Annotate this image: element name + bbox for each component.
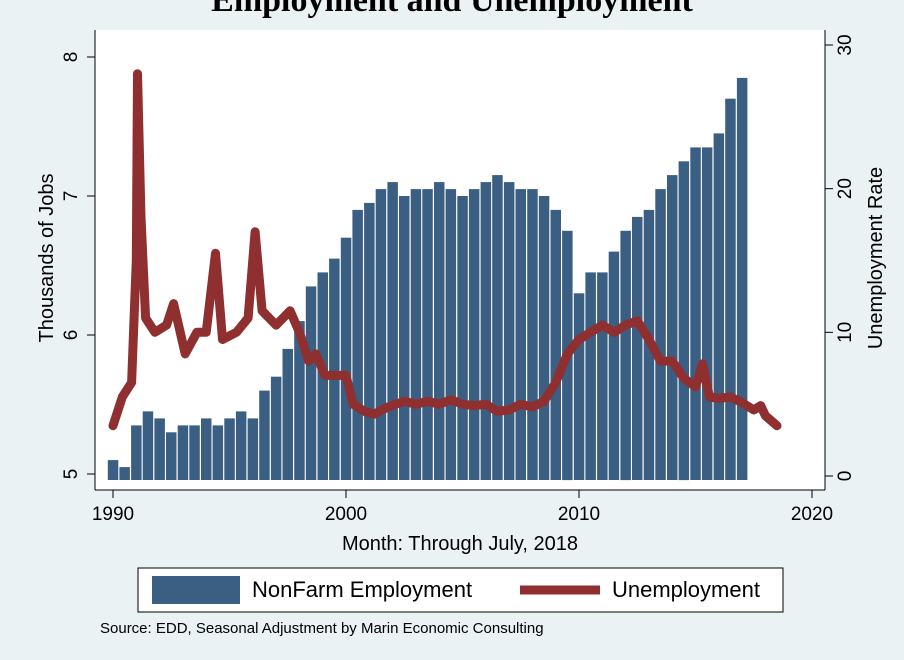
employment-bar: [131, 425, 142, 480]
employment-bar: [119, 467, 130, 480]
employment-bar: [212, 425, 224, 480]
employment-bar: [224, 418, 235, 480]
employment-bar: [538, 196, 550, 480]
employment-bar: [655, 189, 666, 480]
employment-bar: [259, 390, 270, 480]
right-tick-label: 10: [835, 322, 856, 343]
right-tick-label: 20: [835, 178, 856, 199]
left-tick-label: 6: [61, 330, 82, 341]
chart-title: Employment and Unemployment: [211, 0, 693, 19]
employment-bar: [364, 202, 375, 480]
employment-bar: [340, 237, 352, 480]
right-axis: 0 10 20 30: [825, 34, 856, 481]
employment-bar: [550, 209, 561, 480]
employment-bar: [154, 418, 165, 480]
employment-bar: [701, 147, 713, 480]
x-tick-label: 2010: [558, 504, 600, 525]
x-tick-label: 2000: [325, 504, 367, 525]
employment-bar: [294, 321, 305, 480]
employment-bar: [573, 293, 585, 480]
employment-bar: [177, 425, 189, 480]
employment-bar: [713, 133, 725, 480]
employment-bar: [375, 189, 387, 480]
employment-bar: [352, 209, 363, 480]
employment-bar: [422, 189, 433, 480]
y-axis-left-label: Thousands of Jobs: [36, 174, 58, 343]
employment-bar: [270, 376, 282, 480]
employment-bar: [445, 189, 457, 480]
legend-box: [137, 567, 784, 613]
employment-bar: [107, 460, 119, 480]
employment-bar: [690, 147, 701, 480]
employment-bar: [457, 196, 468, 480]
employment-bar: [480, 182, 492, 480]
employment-bar: [515, 189, 526, 480]
employment-bar: [410, 189, 422, 480]
x-tick-label: 1990: [92, 504, 134, 525]
x-axis: 1990 2000 2010 2020: [92, 490, 833, 525]
employment-bar: [305, 286, 317, 480]
employment-bar: [329, 258, 340, 480]
employment-bar: [166, 432, 177, 480]
right-tick-label: 0: [835, 471, 856, 482]
legend-swatch-employment: [152, 576, 240, 604]
employment-bar: [725, 98, 736, 480]
employment-bar: [399, 196, 410, 480]
x-axis-label: Month: Through July, 2018: [342, 533, 578, 555]
left-tick-label: 7: [61, 191, 82, 202]
employment-bar: [189, 425, 200, 480]
employment-bar: [597, 272, 608, 480]
employment-bar: [434, 182, 445, 480]
bar-series: [107, 77, 748, 481]
employment-bar: [387, 182, 398, 480]
employment-bar: [620, 230, 631, 481]
employment-bar: [492, 175, 503, 480]
employment-bar: [235, 411, 247, 480]
employment-bar: [201, 418, 212, 480]
employment-bar: [282, 348, 293, 480]
x-tick-label: 2020: [791, 504, 833, 525]
employment-bar: [678, 161, 690, 481]
employment-bar: [468, 189, 480, 480]
employment-bar: [736, 77, 748, 481]
unemployment-line: [108, 69, 782, 431]
left-axis: 5 6 7 8: [61, 52, 95, 480]
legend-label-employment: NonFarm Employment: [252, 577, 472, 602]
source-note: Source: EDD, Seasonal Adjustment by Mari…: [100, 620, 544, 637]
employment-bar: [608, 251, 620, 480]
y-axis-right-label: Unemployment Rate: [865, 167, 887, 349]
employment-bar: [142, 411, 154, 480]
left-tick-label: 5: [61, 469, 82, 480]
employment-bar: [667, 175, 678, 480]
legend: NonFarm Employment Unemployment: [137, 567, 784, 613]
right-tick-label: 30: [835, 34, 856, 55]
employment-bar: [632, 216, 643, 480]
legend-label-unemployment: Unemployment: [612, 577, 760, 602]
employment-bar: [527, 189, 538, 480]
employment-bar: [503, 182, 515, 480]
left-tick-label: 8: [61, 52, 82, 63]
employment-bar: [247, 418, 259, 480]
employment-bar: [585, 272, 596, 480]
